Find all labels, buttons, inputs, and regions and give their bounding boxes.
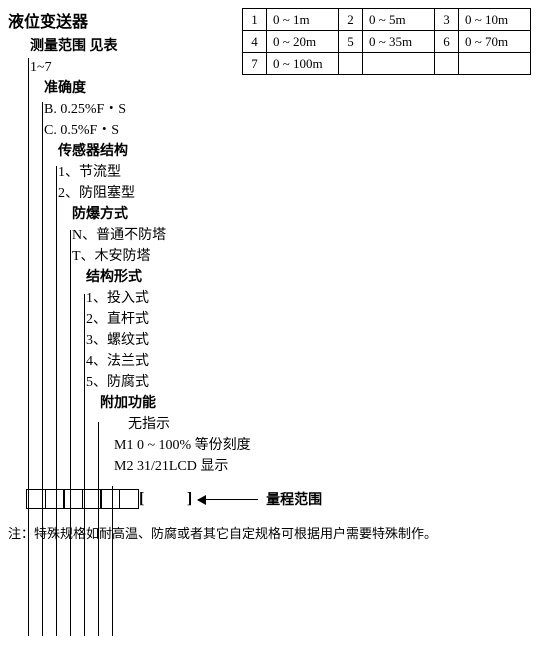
cell-idx: 1 [243,9,267,31]
sensor-2: 2、防阻塞型 [58,183,531,204]
explosion-n: N、普通不防塔 [72,225,531,246]
bracket-gap [146,491,185,507]
box-4 [82,489,102,509]
box-1 [26,489,46,509]
cell-val: 0 ~ 10m [459,9,531,31]
range-1-7: 1~7 [30,57,531,78]
footnote: 注：特殊规格如耐高温、防腐或者其它自定规格可根据用户需要特殊制作。 [8,523,531,542]
addfunc-m1: M1 0 ~ 100% 等份刻度 [114,435,531,456]
spec-tree: 测量范围 见表 1~7 准确度 B. 0.25%F・S C. 0.5%F・S 传… [8,36,531,509]
form-3: 3、螺纹式 [86,330,531,351]
explosion-heading: 防爆方式 [72,204,531,225]
cell-val: 0 ~ 5m [363,9,435,31]
explosion-t: T、木安防塔 [72,246,531,267]
form-5: 5、防腐式 [86,372,531,393]
addfunc-heading: 附加功能 [100,393,531,414]
accuracy-b: B. 0.25%F・S [44,99,531,120]
sensor-struct-heading: 传感器结构 [58,141,531,162]
box-6 [119,489,139,509]
arrow-line [198,499,258,500]
arrow-head-icon [197,495,206,505]
cell-val: 0 ~ 1m [267,9,339,31]
accuracy-heading: 准确度 [44,78,531,99]
code-boxes: [ ] 量程范围 [26,489,531,509]
box-3 [63,489,83,509]
box-2 [45,489,65,509]
form-heading: 结构形式 [86,267,531,288]
cell-idx: 2 [339,9,363,31]
form-4: 4、法兰式 [86,351,531,372]
form-1: 1、投入式 [86,288,531,309]
addfunc-m2: M2 31/21LCD 显示 [114,456,531,477]
cell-idx: 3 [435,9,459,31]
form-2: 2、直杆式 [86,309,531,330]
bracket-close: ] [187,490,192,508]
table-row: 1 0 ~ 1m 2 0 ~ 5m 3 0 ~ 10m [243,9,531,31]
box-5 [100,489,120,509]
addfunc-none: 无指示 [128,414,531,435]
bracket-open: [ [139,490,144,508]
meas-range-label: 测量范围 见表 [30,36,531,57]
range-label: 量程范围 [266,489,322,509]
accuracy-c: C. 0.5%F・S [44,120,531,141]
sensor-1: 1、节流型 [58,162,531,183]
